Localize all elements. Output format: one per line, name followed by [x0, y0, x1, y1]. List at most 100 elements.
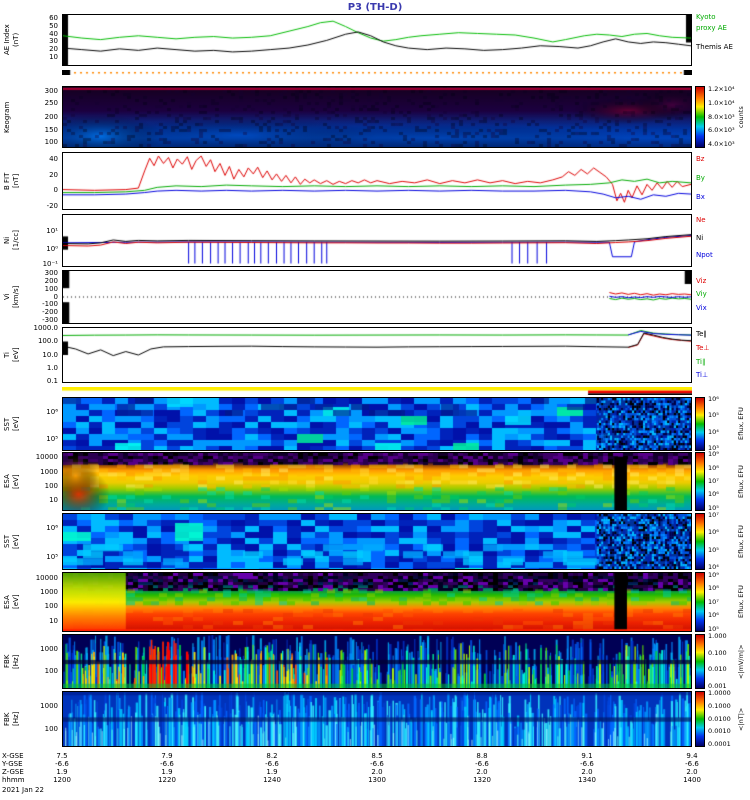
colorbar-tick-label: 10⁶ — [708, 528, 719, 537]
x-axis-value: 8.2 — [266, 752, 278, 760]
panel-sst_e — [62, 513, 692, 570]
panel-ae — [62, 14, 692, 66]
panel-strip — [62, 70, 692, 75]
colorbar-tick-label: 6.0×10³ — [708, 126, 735, 135]
x-axis-value: 7.9 — [161, 752, 173, 760]
colorbar-tick-label: 10⁸ — [708, 584, 719, 592]
spectrogram-canvas-strip — [62, 70, 692, 75]
colorbar-tick-label: 1.2×10⁴ — [708, 84, 735, 93]
series-label-Kyoto: Kyoto — [696, 12, 716, 21]
colorbar-fbk_e — [695, 634, 705, 689]
colorbar-tick-label: 0.1000 — [708, 701, 731, 710]
colorbar-tick-label: 1.000 — [708, 632, 727, 641]
x-axis-value: 1340 — [578, 776, 596, 784]
y-tick-label: 1000 — [40, 644, 58, 653]
colorbar-tick-label: 10⁴ — [708, 427, 719, 436]
colorbar-keogram — [695, 86, 705, 148]
x-axis-row-label-ygse: Y-GSE — [2, 760, 23, 768]
x-axis-value: 1.9 — [56, 768, 68, 776]
x-axis-value: 1.9 — [161, 768, 173, 776]
spectrogram-canvas-sst_i — [63, 398, 691, 450]
y-tick-label: 40 — [49, 155, 58, 164]
colorbar-tick-label: 4.0×10³ — [708, 140, 735, 149]
x-axis-row-label-hhmm: hhmm — [2, 776, 25, 784]
y-tick-label: 20 — [49, 45, 58, 54]
colorbar-sst_i — [695, 397, 705, 451]
y-tick-label: 10.0 — [42, 350, 58, 359]
spectrogram-canvas-flag — [62, 387, 692, 395]
x-axis-value: 1400 — [683, 776, 701, 784]
x-axis-value: 1320 — [473, 776, 491, 784]
x-axis-value: -6.6 — [475, 760, 489, 768]
y-tick-label: 10 — [49, 53, 58, 62]
y-tick-label: -200 — [42, 307, 58, 316]
y-tick-label: -100 — [42, 300, 58, 309]
y-tick-label: 200 — [44, 112, 58, 121]
line-plot-canvas-ae — [63, 15, 691, 65]
x-axis-date: 2021 Jan 22 — [2, 786, 44, 794]
line-plot-canvas-ni — [63, 215, 691, 266]
y-tick-label: 30 — [49, 37, 58, 46]
colorbar-tick-label: 10⁶ — [708, 490, 719, 499]
colorbar-tick-label: 0.0100 — [708, 714, 731, 723]
panel-bfit — [62, 152, 692, 210]
panel-esa_i — [62, 452, 692, 511]
colorbar-fbk_b — [695, 691, 705, 747]
y-tick-label: 300 — [44, 86, 58, 95]
series-label-Viy: Viy — [696, 290, 707, 299]
y-tick-label: 100.0 — [37, 337, 58, 346]
series-label-proxyAE: proxy AE — [696, 23, 727, 32]
series-label-Ti: Ti⊥ — [696, 370, 709, 379]
y-tick-label: 10 — [49, 617, 58, 626]
y-tick-label: 40 — [49, 29, 58, 38]
series-label-Te: Te⊥ — [696, 344, 710, 353]
colorbar-tick-label: 0.0010 — [708, 727, 731, 736]
colorbar-esa_e — [695, 572, 705, 632]
y-tick-label: 1000.0 — [33, 324, 59, 333]
panel-flag — [62, 387, 692, 395]
series-label-Ni: Ni — [696, 233, 704, 242]
y-tick-label: 100 — [44, 481, 58, 490]
panel-vi — [62, 270, 692, 324]
y-tick-label: 10⁵ — [46, 552, 58, 561]
y-tick-label: 100 — [44, 138, 58, 147]
colorbar-tick-label: 10³ — [708, 443, 719, 452]
y-tick-label: -20 — [46, 201, 58, 210]
series-label-Npot: Npot — [696, 251, 713, 260]
y-tick-label: 50 — [49, 21, 58, 30]
colorbar-tick-label: 10⁸ — [708, 463, 719, 472]
x-axis-value: -6.6 — [160, 760, 174, 768]
colorbar-tick-label: 0.010 — [708, 665, 727, 674]
x-axis-value: 2.0 — [476, 768, 488, 776]
colorbar-tick-label: 10⁵ — [708, 503, 719, 512]
x-axis-value: 9.1 — [581, 752, 593, 760]
x-axis-value: 7.5 — [56, 752, 68, 760]
colorbar-tick-label: 10⁶ — [708, 611, 719, 619]
x-axis-value: 2.0 — [686, 768, 698, 776]
panel-sst_i — [62, 397, 692, 451]
x-axis-value: 2.0 — [581, 768, 593, 776]
y-tick-label: 300 — [44, 269, 58, 278]
series-label-Viz: Viz — [696, 276, 707, 285]
colorbar-tick-label: 8.0×10³ — [708, 112, 735, 121]
x-axis-value: -6.6 — [685, 760, 699, 768]
colorbar-tick-label: 10⁹ — [708, 450, 719, 459]
y-tick-label: 10⁰ — [46, 244, 58, 253]
colorbar-tick-label: 1.0×10⁴ — [708, 98, 735, 107]
x-axis-value: -6.6 — [580, 760, 594, 768]
spectrogram-canvas-keogram — [63, 87, 691, 147]
x-axis-value: 1240 — [263, 776, 281, 784]
x-axis-value: 1220 — [158, 776, 176, 784]
series-label-Bz: Bz — [696, 154, 705, 163]
x-axis-value: -6.6 — [265, 760, 279, 768]
y-tick-label: 10¹ — [46, 227, 58, 236]
y-tick-label: 1000 — [40, 467, 58, 476]
series-label-Vix: Vix — [696, 303, 707, 312]
panel-ni — [62, 214, 692, 267]
series-label-Bx: Bx — [696, 193, 705, 202]
x-axis-value: 1300 — [368, 776, 386, 784]
line-plot-canvas-ti — [63, 328, 691, 382]
x-axis-value: -6.6 — [370, 760, 384, 768]
